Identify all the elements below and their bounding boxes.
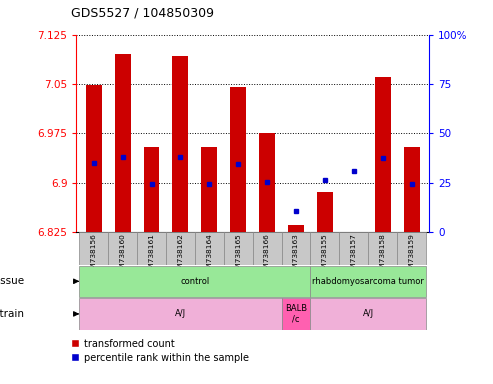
Bar — [79, 298, 282, 329]
Bar — [317, 192, 333, 232]
Bar — [86, 85, 102, 232]
Bar — [397, 232, 426, 265]
Bar — [368, 232, 397, 265]
Bar — [137, 232, 166, 265]
Bar — [115, 54, 131, 232]
Text: GSM738155: GSM738155 — [322, 233, 328, 278]
Text: GSM738160: GSM738160 — [120, 233, 126, 278]
Bar — [201, 147, 217, 232]
Bar — [79, 232, 108, 265]
Text: GSM738163: GSM738163 — [293, 233, 299, 278]
Text: GDS5527 / 104850309: GDS5527 / 104850309 — [71, 6, 214, 19]
Bar — [311, 232, 339, 265]
Text: GSM738161: GSM738161 — [148, 233, 154, 278]
Legend: transformed count, percentile rank within the sample: transformed count, percentile rank withi… — [71, 339, 249, 363]
Text: strain: strain — [0, 309, 25, 319]
Text: GSM738157: GSM738157 — [351, 233, 357, 278]
Text: GSM738162: GSM738162 — [177, 233, 183, 278]
Bar — [311, 298, 426, 329]
Text: GSM738164: GSM738164 — [207, 233, 212, 278]
Bar — [166, 232, 195, 265]
Text: A/J: A/J — [175, 310, 186, 318]
Text: GSM738158: GSM738158 — [380, 233, 386, 278]
Text: GSM738159: GSM738159 — [409, 233, 415, 278]
Bar — [230, 87, 246, 232]
Bar — [339, 232, 368, 265]
Bar — [224, 232, 253, 265]
Bar — [311, 266, 426, 297]
Bar — [288, 225, 304, 232]
Bar — [375, 78, 390, 232]
Text: tissue: tissue — [0, 276, 25, 286]
Text: GSM738165: GSM738165 — [235, 233, 241, 278]
Text: BALB
/c: BALB /c — [285, 304, 307, 324]
Bar — [195, 232, 224, 265]
Bar — [79, 266, 311, 297]
Bar — [173, 56, 188, 232]
Bar — [253, 232, 282, 265]
Bar — [282, 298, 311, 329]
Text: GSM738156: GSM738156 — [91, 233, 97, 278]
Bar — [282, 232, 311, 265]
Bar — [108, 232, 137, 265]
Bar — [404, 147, 420, 232]
Text: control: control — [180, 277, 210, 286]
Bar — [259, 134, 275, 232]
Bar — [143, 147, 159, 232]
Bar — [346, 232, 362, 343]
Text: GSM738166: GSM738166 — [264, 233, 270, 278]
Text: rhabdomyosarcoma tumor: rhabdomyosarcoma tumor — [312, 277, 424, 286]
Text: A/J: A/J — [363, 310, 374, 318]
